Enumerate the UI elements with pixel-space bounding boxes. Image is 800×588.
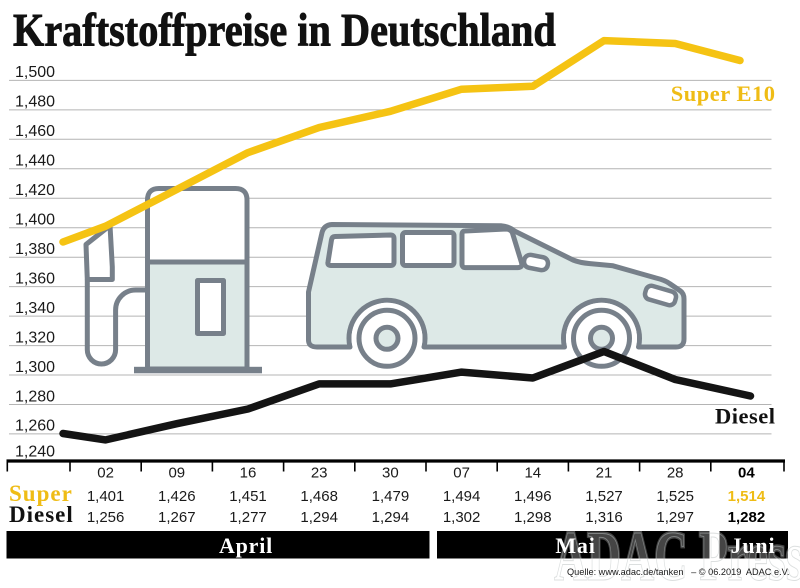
svg-text:ADAC Presse: ADAC Presse: [554, 517, 800, 588]
svg-text:Juni: Juni: [731, 533, 776, 558]
svg-text:Quelle: www.adac.de/tanken –: Quelle: www.adac.de/tanken – © 06.2019 A…: [567, 567, 789, 577]
svg-text:1,298: 1,298: [514, 509, 552, 526]
svg-text:1,302: 1,302: [443, 509, 481, 526]
svg-text:09: 09: [168, 465, 185, 482]
svg-text:02: 02: [97, 465, 114, 482]
svg-text:1,320: 1,320: [15, 329, 55, 346]
svg-text:1,380: 1,380: [15, 241, 55, 258]
svg-text:1,297: 1,297: [656, 509, 694, 526]
svg-text:1,525: 1,525: [656, 488, 694, 505]
svg-text:Diesel: Diesel: [9, 502, 74, 527]
svg-text:16: 16: [240, 465, 257, 482]
svg-text:Diesel: Diesel: [715, 404, 775, 429]
svg-text:1,294: 1,294: [372, 509, 410, 526]
svg-text:04: 04: [738, 465, 755, 482]
svg-text:1,256: 1,256: [87, 509, 125, 526]
svg-text:Kraftstoffpreise in Deutschlan: Kraftstoffpreise in Deutschland: [13, 5, 556, 57]
svg-text:1,496: 1,496: [514, 488, 552, 505]
svg-text:1,277: 1,277: [229, 509, 267, 526]
svg-text:28: 28: [667, 465, 684, 482]
svg-text:1,316: 1,316: [585, 509, 623, 526]
svg-text:1,280: 1,280: [15, 388, 55, 405]
svg-text:07: 07: [453, 465, 470, 482]
svg-text:1,494: 1,494: [443, 488, 481, 505]
svg-text:1,282: 1,282: [728, 509, 766, 526]
svg-text:1,401: 1,401: [87, 488, 125, 505]
svg-text:1,340: 1,340: [15, 300, 55, 317]
svg-text:1,300: 1,300: [15, 359, 55, 376]
svg-text:14: 14: [524, 465, 541, 482]
svg-text:1,360: 1,360: [15, 270, 55, 287]
svg-text:Super E10: Super E10: [671, 81, 776, 106]
svg-text:1,527: 1,527: [585, 488, 623, 505]
svg-text:1,240: 1,240: [15, 444, 55, 461]
svg-text:1,451: 1,451: [229, 488, 267, 505]
svg-text:1,294: 1,294: [300, 509, 338, 526]
svg-text:23: 23: [311, 465, 328, 482]
svg-text:1,400: 1,400: [15, 212, 55, 229]
svg-text:Mai: Mai: [555, 533, 595, 558]
svg-text:1,479: 1,479: [372, 488, 410, 505]
svg-text:21: 21: [596, 465, 613, 482]
svg-text:1,514: 1,514: [728, 488, 766, 505]
svg-text:1,426: 1,426: [158, 488, 196, 505]
svg-text:1,420: 1,420: [15, 182, 55, 199]
svg-text:1,440: 1,440: [15, 153, 55, 170]
svg-text:Super: Super: [9, 481, 73, 506]
svg-text:1,260: 1,260: [15, 418, 55, 435]
svg-text:1,480: 1,480: [15, 94, 55, 111]
svg-text:April: April: [219, 533, 273, 558]
svg-text:1,267: 1,267: [158, 509, 196, 526]
svg-text:1,468: 1,468: [300, 488, 338, 505]
svg-text:30: 30: [382, 465, 399, 482]
svg-text:ADAC Presse: ADAC Presse: [554, 517, 800, 588]
svg-text:1,460: 1,460: [15, 123, 55, 140]
svg-text:1,500: 1,500: [15, 64, 55, 81]
